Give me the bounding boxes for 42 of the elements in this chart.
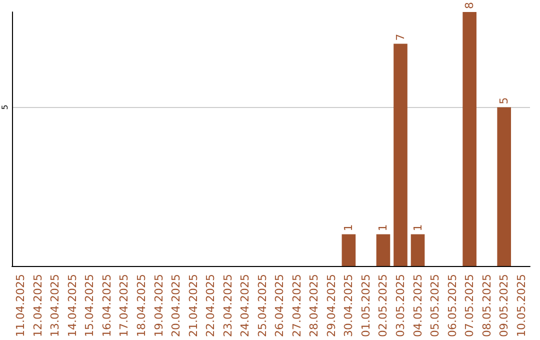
x-tick-label: 26.04.2025: [273, 274, 286, 338]
x-tick-label: 30.04.2025: [342, 274, 356, 338]
x-tick-label: 22.04.2025: [204, 274, 218, 338]
bar: [342, 234, 356, 266]
data-label: 1: [411, 224, 424, 232]
x-tick-label: 10.05.2025: [514, 274, 528, 338]
data-label: 5: [498, 97, 511, 104]
x-tick-label: 15.04.2025: [83, 274, 96, 338]
bar: [410, 234, 425, 266]
x-tick-label: 01.05.2025: [359, 274, 372, 338]
bar: [376, 234, 390, 266]
bar: [497, 107, 512, 266]
x-tick-label: 07.05.2025: [463, 274, 476, 338]
x-tick-label: 27.04.2025: [290, 274, 304, 338]
x-tick-label: 03.05.2025: [394, 274, 407, 338]
x-tick-label: 08.05.2025: [480, 274, 494, 338]
x-tick-label: 19.04.2025: [152, 274, 166, 338]
x-tick-label: 14.04.2025: [66, 274, 79, 338]
x-tick-label: 02.05.2025: [376, 274, 390, 338]
x-tick-label: 24.04.2025: [238, 274, 252, 338]
x-tick-label: 05.05.2025: [428, 274, 442, 338]
x-tick-label: 04.05.2025: [411, 274, 424, 338]
x-tick-label: 09.05.2025: [498, 274, 511, 338]
x-tick-label: 21.04.2025: [186, 274, 200, 338]
data-label: 1: [342, 224, 356, 232]
x-tick-label: 20.04.2025: [170, 274, 183, 338]
x-tick-label: 17.04.2025: [118, 274, 131, 338]
data-label: 8: [463, 2, 476, 9]
x-tick-label: 11.04.2025: [14, 274, 28, 338]
x-tick-label: 06.05.2025: [446, 274, 459, 338]
x-tick-label: 29.04.2025: [324, 274, 338, 338]
x-tick-label: 13.04.2025: [48, 274, 62, 338]
bar: [394, 44, 408, 266]
data-label: 1: [376, 224, 390, 232]
x-tick-label: 12.04.2025: [31, 274, 44, 338]
x-tick-label: 16.04.2025: [100, 274, 114, 338]
x-tick-label: 25.04.2025: [256, 274, 269, 338]
x-tick-label: 28.04.2025: [308, 274, 321, 338]
data-label: 7: [394, 34, 407, 41]
x-tick-label: 23.04.2025: [221, 274, 234, 338]
bar: [462, 12, 476, 266]
x-tick-label: 18.04.2025: [135, 274, 148, 338]
